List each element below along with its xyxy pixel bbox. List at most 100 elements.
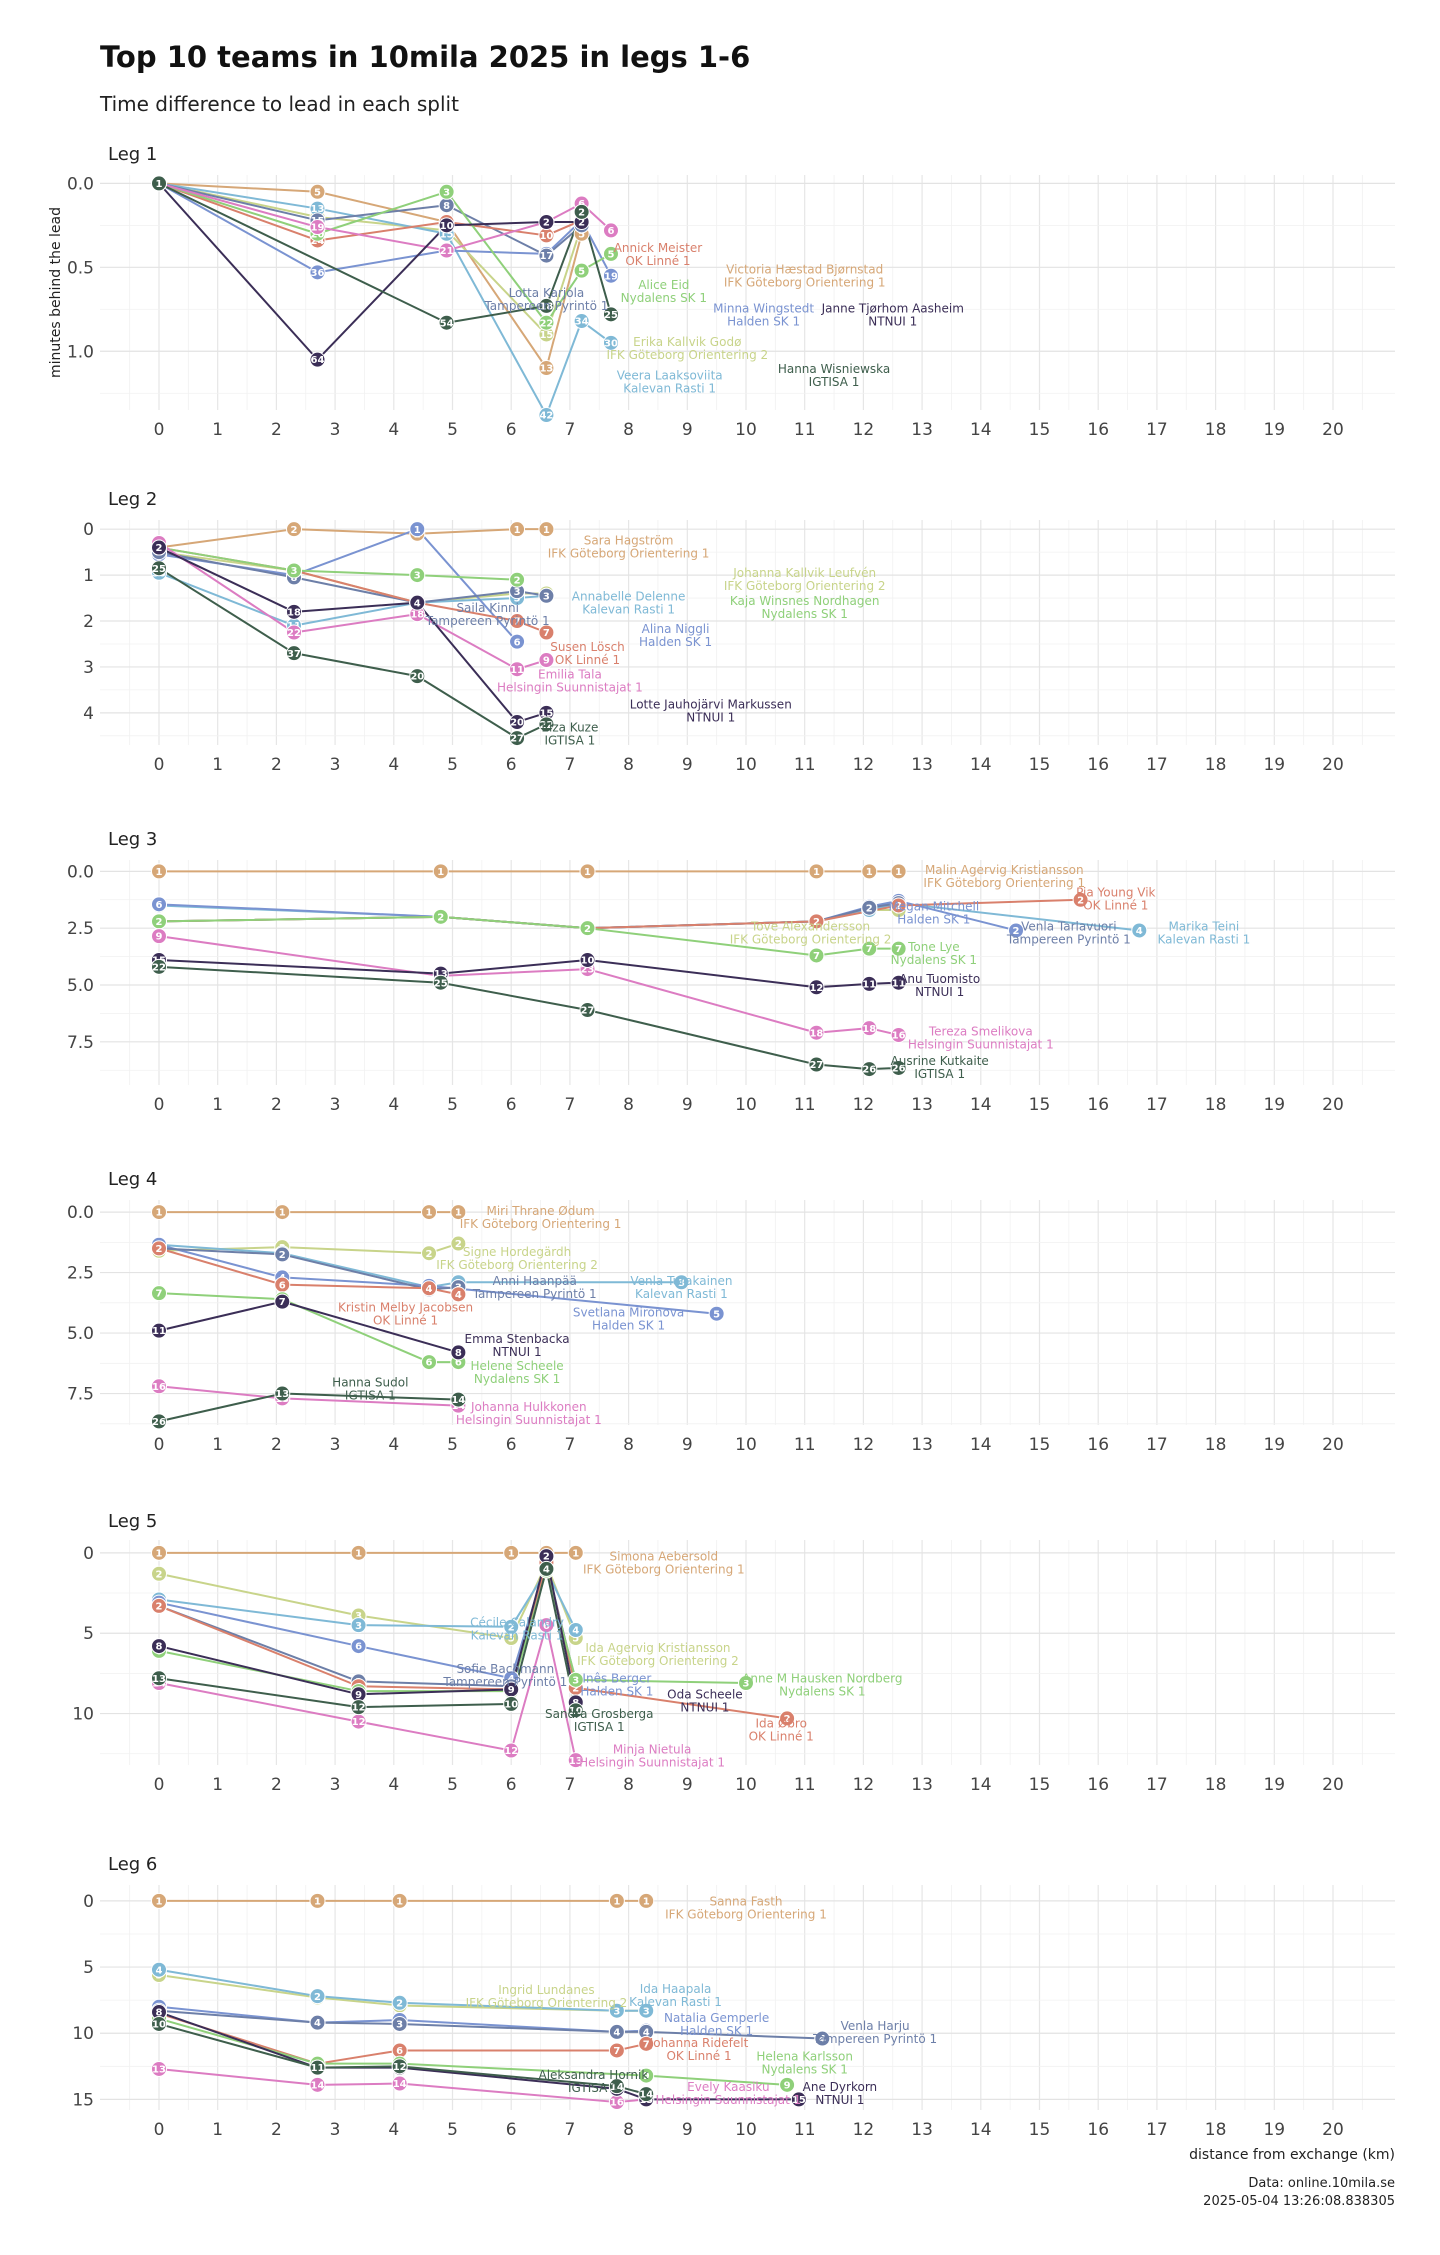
position-label: 16 bbox=[152, 1382, 166, 1393]
svg-text:Minja Nietula: Minja Nietula bbox=[613, 1742, 692, 1756]
svg-text:Tove Alexandersson: Tove Alexandersson bbox=[750, 920, 870, 934]
x-tick-label: 9 bbox=[682, 1095, 693, 1115]
panel-title: Leg 3 bbox=[108, 829, 157, 850]
svg-text:Malin Agervig Kristiansson: Malin Agervig Kristiansson bbox=[925, 863, 1084, 877]
data-point bbox=[808, 979, 825, 996]
x-tick-label: 12 bbox=[853, 1775, 875, 1795]
position-label: 7 bbox=[866, 944, 873, 955]
data-point bbox=[450, 1204, 467, 1221]
position-label: 2 bbox=[455, 1239, 462, 1250]
x-tick-label: 5 bbox=[447, 755, 458, 775]
position-label: 1 bbox=[455, 1208, 462, 1219]
svg-text:Nydalens SK 1: Nydalens SK 1 bbox=[762, 607, 848, 621]
svg-text:IFK Göteborg Orientering 1: IFK Göteborg Orientering 1 bbox=[923, 876, 1085, 890]
data-point bbox=[509, 613, 526, 630]
x-tick-label: 16 bbox=[1087, 755, 1109, 775]
x-tick-label: 13 bbox=[911, 420, 933, 440]
x-tick-label: 3 bbox=[330, 2120, 341, 2140]
x-tick-label: 15 bbox=[1029, 1435, 1051, 1455]
data-point bbox=[808, 1024, 825, 1041]
position-label: 7 bbox=[156, 1289, 163, 1300]
data-point bbox=[579, 863, 596, 880]
x-tick-label: 19 bbox=[1263, 755, 1285, 775]
data-point bbox=[608, 2023, 625, 2040]
svg-text:Simona Aebersold: Simona Aebersold bbox=[610, 1550, 719, 1564]
svg-text:NTNUI 1: NTNUI 1 bbox=[815, 2093, 864, 2107]
data-point bbox=[286, 624, 303, 641]
grid bbox=[100, 1885, 1395, 2110]
data-point bbox=[286, 521, 303, 538]
svg-text:Hanna Sudol: Hanna Sudol bbox=[332, 1376, 408, 1390]
position-label: 27 bbox=[510, 734, 524, 745]
position-label: 3 bbox=[291, 566, 298, 577]
data-point bbox=[538, 247, 555, 264]
panel-title: Leg 1 bbox=[108, 144, 157, 165]
data-point bbox=[567, 1622, 584, 1638]
x-tick-label: 2 bbox=[271, 755, 282, 775]
position-label: 6 bbox=[355, 1642, 362, 1653]
grid bbox=[100, 175, 1395, 410]
position-label: 6 bbox=[156, 900, 163, 911]
data-point bbox=[151, 1544, 167, 1561]
y-tick-label: 10 bbox=[72, 1705, 94, 1725]
position-label: 4 bbox=[1136, 926, 1143, 937]
position-label: 23 bbox=[581, 965, 595, 976]
svg-text:Aleksandra Hornik: Aleksandra Hornik bbox=[538, 2068, 648, 2082]
position-label: 20 bbox=[410, 672, 424, 683]
x-tick-label: 1 bbox=[212, 1775, 223, 1795]
position-label: 2 bbox=[156, 917, 163, 928]
data-point bbox=[790, 2091, 807, 2108]
position-label: 1 bbox=[543, 525, 550, 536]
x-tick-label: 5 bbox=[447, 1435, 458, 1455]
position-label: 2 bbox=[784, 1714, 791, 1725]
data-point bbox=[151, 863, 167, 880]
svg-text:Tampereen Pyrintö 1: Tampereen Pyrintö 1 bbox=[812, 2032, 937, 2046]
position-label: 4 bbox=[314, 2018, 321, 2029]
svg-text:Tampereen Pyrintö 1: Tampereen Pyrintö 1 bbox=[1006, 933, 1131, 947]
data-point bbox=[438, 242, 455, 259]
svg-text:Sanna Fasth: Sanna Fasth bbox=[709, 1895, 782, 1909]
position-label: 12 bbox=[352, 1717, 366, 1728]
position-label: 9 bbox=[508, 1685, 515, 1696]
svg-text:IFK Göteborg Orientering 1: IFK Göteborg Orientering 1 bbox=[583, 1563, 745, 1577]
position-label: 4 bbox=[613, 2028, 620, 2039]
position-label: 26 bbox=[862, 1065, 876, 1076]
position-label: 34 bbox=[575, 317, 589, 328]
data-point bbox=[1072, 891, 1089, 908]
x-tick-label: 5 bbox=[447, 1775, 458, 1795]
svg-text:IFK Göteborg Orientering 2: IFK Göteborg Orientering 2 bbox=[724, 579, 886, 593]
position-label: 4 bbox=[543, 1565, 550, 1576]
x-tick-label: 16 bbox=[1087, 1435, 1109, 1455]
x-tick-label: 0 bbox=[154, 1435, 165, 1455]
data-point bbox=[151, 1285, 167, 1302]
data-point bbox=[509, 521, 526, 538]
svg-text:Erika Kallvik Godø: Erika Kallvik Godø bbox=[633, 335, 741, 349]
data-point bbox=[1008, 922, 1025, 939]
x-tick-label: 3 bbox=[330, 1435, 341, 1455]
position-label: 10 bbox=[504, 1700, 518, 1711]
x-tick-label: 0 bbox=[154, 2120, 165, 2140]
x-tick-label: 8 bbox=[623, 2120, 634, 2140]
data-point bbox=[350, 1638, 367, 1655]
data-point bbox=[309, 183, 326, 200]
x-tick-label: 6 bbox=[506, 755, 517, 775]
data-point bbox=[509, 633, 526, 650]
x-tick-label: 3 bbox=[330, 420, 341, 440]
position-label: 26 bbox=[892, 1064, 906, 1075]
position-label: 54 bbox=[440, 318, 454, 329]
data-point bbox=[421, 1280, 438, 1297]
svg-text:Halden SK 1: Halden SK 1 bbox=[580, 1685, 653, 1699]
data-point bbox=[673, 1274, 690, 1291]
svg-text:OK Linné 1: OK Linné 1 bbox=[625, 254, 690, 268]
position-label: 7 bbox=[514, 617, 521, 628]
data-point bbox=[509, 714, 526, 731]
svg-text:Kaja Winsnes Nordhagen: Kaja Winsnes Nordhagen bbox=[730, 594, 880, 608]
